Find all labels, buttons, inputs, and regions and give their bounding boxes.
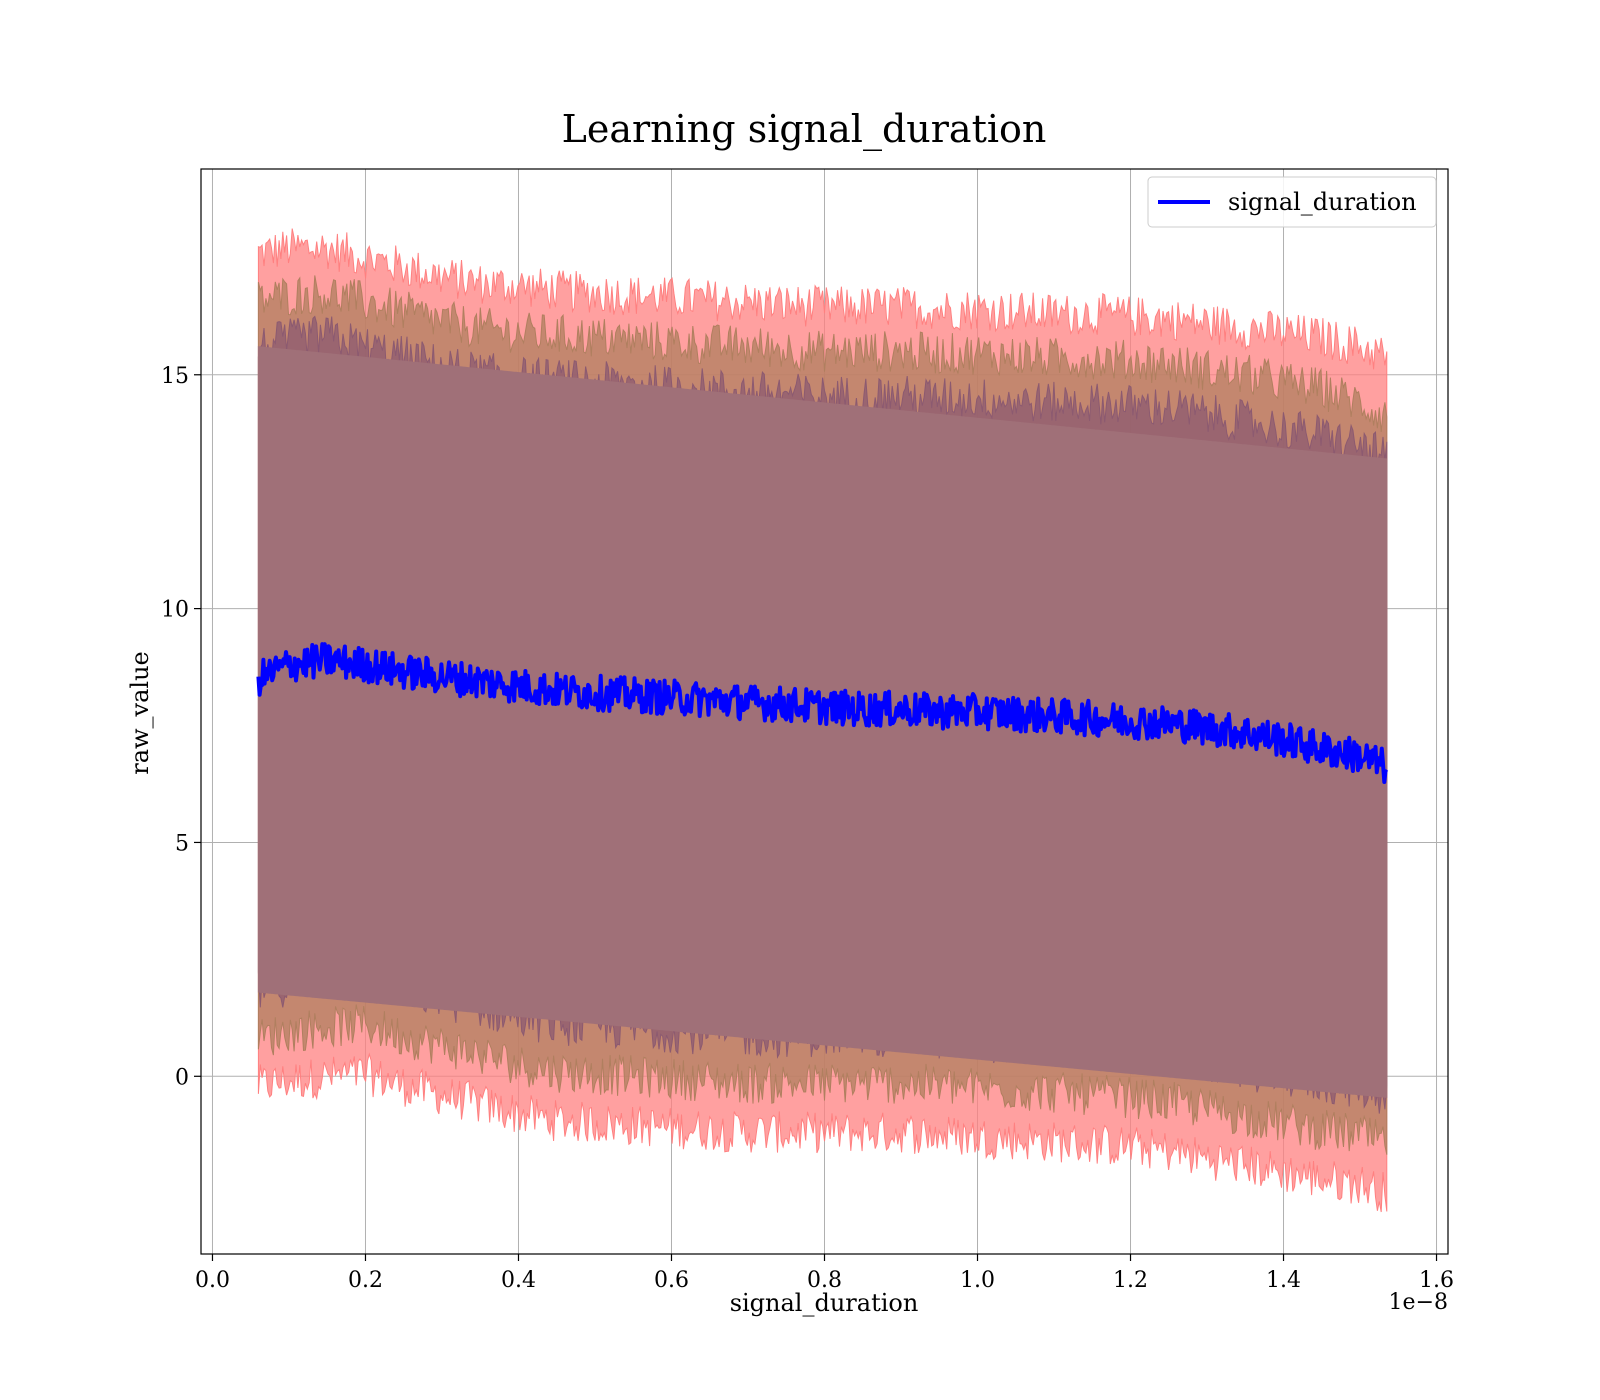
y-tick-label: 5 (175, 831, 189, 856)
y-tick-label: 15 (161, 364, 189, 389)
series-line (256, 642, 1389, 784)
x-axis-label: signal_duration (730, 1289, 919, 1317)
x-tick-label: 0.2 (348, 1268, 383, 1293)
x-tick-label: 0.8 (807, 1268, 842, 1293)
confidence-band (257, 346, 1388, 1098)
y-axis-label: raw_value (126, 651, 154, 775)
chart-title: Learning signal_duration (562, 107, 1047, 152)
x-axis: 0.0 0.2 0.4 0.6 0.8 1.0 1.2 1.4 1.6 (195, 1254, 1454, 1293)
x-tick-label: 0.0 (195, 1268, 230, 1293)
x-tick-label: 0.4 (501, 1268, 536, 1293)
x-tick-label: 1.4 (1266, 1268, 1301, 1293)
x-tick-label: 1.2 (1113, 1268, 1148, 1293)
legend: signal_duration (1147, 176, 1437, 228)
y-tick-label: 0 (175, 1065, 189, 1090)
y-axis: 0 5 10 15 (161, 364, 201, 1090)
x-offset-text: 1e−8 (1389, 1290, 1448, 1315)
x-tick-label: 1.6 (1419, 1268, 1454, 1293)
series-lines (256, 642, 1389, 784)
x-tick-label: 1.0 (960, 1268, 995, 1293)
y-tick-label: 10 (161, 598, 189, 623)
plot-area (200, 168, 1449, 1255)
legend-label: signal_duration (1228, 188, 1417, 216)
x-tick-label: 0.6 (654, 1268, 689, 1293)
legend-frame (1147, 176, 1437, 228)
